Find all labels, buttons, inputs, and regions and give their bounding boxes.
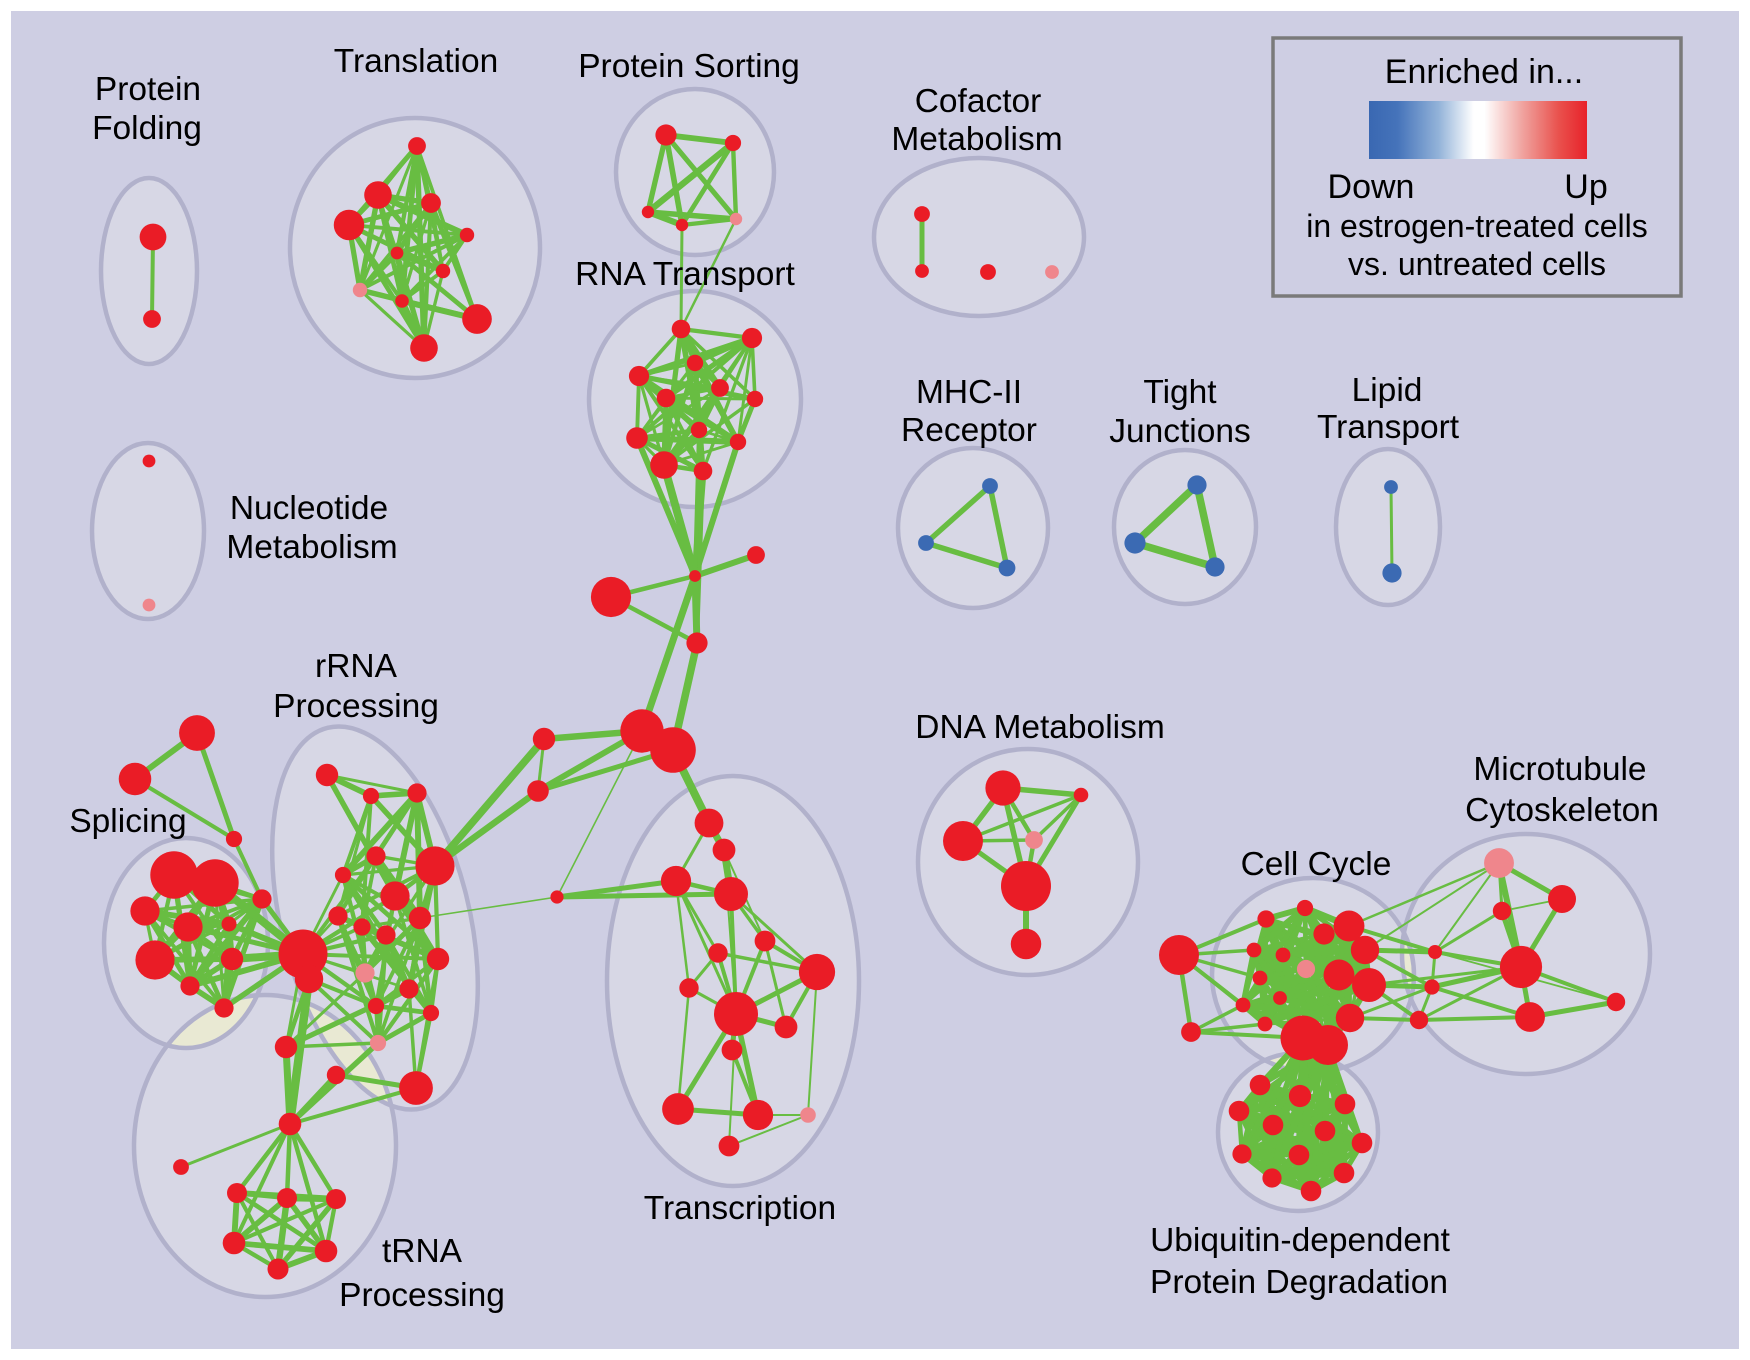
svg-text:in estrogen-treated cells: in estrogen-treated cells — [1306, 208, 1648, 244]
svg-text:Transcription: Transcription — [644, 1190, 836, 1227]
svg-text:Cell Cycle: Cell Cycle — [1241, 846, 1392, 883]
svg-text:DNA Metabolism: DNA Metabolism — [915, 709, 1164, 746]
svg-text:Metabolism: Metabolism — [226, 529, 397, 566]
svg-text:Metabolism: Metabolism — [891, 121, 1062, 158]
svg-text:rRNA: rRNA — [315, 648, 398, 685]
svg-text:MHC-II: MHC-II — [916, 374, 1022, 411]
svg-text:Tight: Tight — [1143, 374, 1217, 411]
svg-text:Cofactor: Cofactor — [915, 83, 1042, 120]
svg-text:Transport: Transport — [1317, 409, 1460, 446]
svg-text:tRNA: tRNA — [382, 1233, 463, 1270]
svg-text:Protein: Protein — [95, 71, 201, 108]
svg-text:Translation: Translation — [334, 43, 498, 80]
svg-text:Processing: Processing — [339, 1277, 505, 1314]
svg-text:Junctions: Junctions — [1109, 413, 1251, 450]
svg-text:Splicing: Splicing — [69, 803, 186, 840]
svg-text:Protein Degradation: Protein Degradation — [1150, 1264, 1448, 1301]
svg-text:Folding: Folding — [92, 110, 202, 147]
svg-text:Nucleotide: Nucleotide — [230, 490, 388, 527]
svg-text:Lipid: Lipid — [1352, 372, 1423, 409]
svg-text:Ubiquitin-dependent: Ubiquitin-dependent — [1150, 1222, 1451, 1259]
svg-text:vs. untreated cells: vs. untreated cells — [1348, 246, 1606, 282]
svg-text:Enriched in...: Enriched in... — [1385, 53, 1583, 91]
svg-text:Receptor: Receptor — [901, 412, 1037, 449]
svg-text:Processing: Processing — [273, 688, 439, 725]
svg-text:Microtubule: Microtubule — [1473, 751, 1646, 788]
svg-text:Protein Sorting: Protein Sorting — [578, 48, 800, 85]
svg-text:Cytoskeleton: Cytoskeleton — [1465, 792, 1659, 829]
svg-text:RNA Transport: RNA Transport — [575, 256, 795, 293]
svg-text:Down: Down — [1328, 168, 1415, 206]
svg-text:Up: Up — [1564, 168, 1607, 206]
